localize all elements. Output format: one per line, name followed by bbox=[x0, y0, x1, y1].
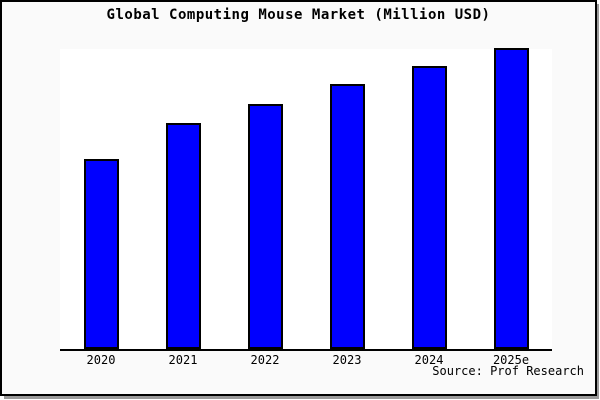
bar-2023 bbox=[330, 84, 365, 349]
bar-2024 bbox=[412, 66, 447, 349]
x-tick-label-2021: 2021 bbox=[168, 353, 198, 367]
bar-2020 bbox=[84, 159, 119, 349]
x-axis-labels: 2020 2021 2022 2023 2024 2025e bbox=[2, 353, 599, 369]
plot-area bbox=[60, 48, 552, 351]
bar-2025e bbox=[494, 48, 529, 349]
x-tick-label-2024: 2024 bbox=[414, 353, 444, 367]
bar-2021 bbox=[166, 123, 201, 349]
bar-2022 bbox=[248, 104, 283, 349]
x-tick-label-2022: 2022 bbox=[250, 353, 280, 367]
chart-title: Global Computing Mouse Market (Million U… bbox=[106, 7, 491, 23]
x-tick-label-2023: 2023 bbox=[332, 353, 362, 367]
source-credit: Source: Prof Research bbox=[432, 364, 584, 378]
x-tick-label-2025e: 2025e bbox=[492, 353, 530, 367]
x-tick-label-2020: 2020 bbox=[86, 353, 116, 367]
